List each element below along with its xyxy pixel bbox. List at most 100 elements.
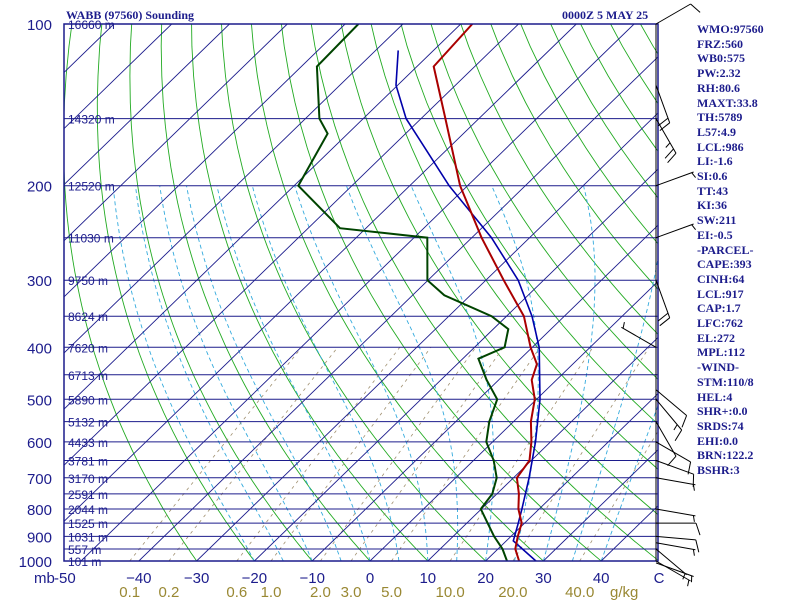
height-label: 5890 m <box>68 393 108 407</box>
isotherm <box>64 24 346 298</box>
index-item: EL:272 <box>697 330 736 345</box>
wind-barb-half-feather <box>665 142 671 148</box>
dry-adiabat <box>430 24 658 380</box>
wind-barb <box>655 280 671 318</box>
wind-barb-half-feather <box>622 321 625 329</box>
temperature-tick-label: 10 <box>419 570 436 587</box>
mixing-ratio-line <box>391 347 541 561</box>
wind-barb-feather <box>690 3 701 13</box>
height-label: 1031 m <box>68 530 108 544</box>
temperature-tick-label: 30 <box>535 570 552 587</box>
index-item: -WIND- <box>697 360 739 375</box>
temperature-tick-label: 0 <box>366 570 374 587</box>
wind-barb-half-feather <box>691 224 696 231</box>
index-item: LCL:917 <box>697 286 744 301</box>
index-item: FRZ:560 <box>697 36 743 51</box>
height-label: 16660 m <box>68 18 115 32</box>
moist-adiabat <box>294 185 429 561</box>
index-item: STM:110/8 <box>697 374 754 389</box>
pressure-label: 100 <box>27 17 52 34</box>
isotherm <box>427 336 658 561</box>
index-item: CAPE:393 <box>697 257 752 272</box>
sounding-time: 0000Z 5 MAY 25 <box>562 8 649 22</box>
isotherm <box>80 24 635 561</box>
pressure-label: 600 <box>27 435 52 452</box>
indices-panel: WMO:97560 FRZ:560 WB0:575 PW:2.32 RH:80.6 MAX… <box>697 22 800 478</box>
plot-frame <box>63 23 659 562</box>
height-label: 7620 m <box>68 341 108 355</box>
mixing-ratio-line <box>129 347 303 561</box>
index-item: TT:43 <box>697 183 729 198</box>
wind-barb-feather <box>695 539 700 553</box>
wind-barb <box>655 548 687 576</box>
dry-adiabat <box>280 24 602 561</box>
temperature-tick-label: C <box>654 570 665 587</box>
index-item: BSHR:3 <box>697 463 740 478</box>
isotherm <box>64 24 404 354</box>
moist-adiabat <box>410 185 495 561</box>
height-label: 6713 m <box>68 369 108 383</box>
mixing-ratio-label: 1.0 <box>261 584 282 600</box>
height-label: 1525 m <box>68 517 108 531</box>
height-label: 3170 m <box>68 472 108 486</box>
moist-adiabat <box>186 185 342 561</box>
background-lines <box>64 24 658 561</box>
mixing-ratio-line <box>350 347 504 561</box>
temperature-tick-label: −30 <box>184 570 209 587</box>
pressure-label: 800 <box>27 502 52 519</box>
wind-barb <box>655 421 677 457</box>
isotherm <box>485 392 658 561</box>
index-item: LFC:762 <box>697 316 743 331</box>
isotherm <box>543 449 658 561</box>
dry-adiabat <box>520 24 658 245</box>
mixing-ratio-label: 3.0 <box>341 584 362 600</box>
moist-adiabat <box>345 185 459 561</box>
height-label: 101 m <box>68 555 101 569</box>
index-item: CAP:1.7 <box>697 301 741 316</box>
wind-barb <box>655 3 691 25</box>
dry-adiabat <box>221 24 487 561</box>
pressure-label: 400 <box>27 340 52 357</box>
temperature-tick-label: −20 <box>242 570 267 587</box>
wind-barb <box>655 477 696 486</box>
index-item: TH:5789 <box>697 110 743 125</box>
height-label: 2044 m <box>68 503 108 517</box>
moist-adiabat <box>491 185 539 561</box>
dry-adiabat <box>460 24 658 335</box>
dry-adiabat <box>96 24 255 561</box>
isotherm <box>138 56 658 561</box>
index-item: LI:-1.6 <box>697 154 733 169</box>
wind-barb <box>655 535 696 541</box>
mixing-ratio-line <box>579 430 658 561</box>
isotherm <box>64 24 288 242</box>
height-label: 8624 m <box>68 310 108 324</box>
dry-adiabat <box>160 24 371 561</box>
mixing-ratio-unit: g/kg <box>610 584 638 600</box>
wind-barb <box>655 389 687 416</box>
index-item: PW:2.32 <box>697 66 741 81</box>
pressure-unit-label: mb <box>34 570 55 587</box>
wind-barb <box>655 118 677 154</box>
mixing-ratio-label: 5.0 <box>381 584 402 600</box>
wind-barb-feather <box>687 461 692 475</box>
mixing-ratio-line <box>512 347 650 561</box>
index-item: RH:80.6 <box>697 80 740 95</box>
index-item: MPL:112 <box>697 345 745 360</box>
wind-barb <box>655 542 696 551</box>
wind-barb-feather <box>659 317 671 327</box>
mixing-ratio-label: 40.0 <box>565 584 594 600</box>
index-item: WB0:575 <box>697 51 745 66</box>
height-label: 5132 m <box>68 416 108 430</box>
dry-adiabat <box>370 24 658 470</box>
mixing-ratio-label: 0.1 <box>119 584 140 600</box>
pressure-label: 500 <box>27 392 52 409</box>
profile-curves <box>297 24 541 561</box>
dry-adiabat <box>191 24 429 561</box>
wind-barb <box>655 223 694 239</box>
mixing-ratio-line <box>168 347 339 561</box>
wind-barb <box>655 398 683 431</box>
wind-barb-half-feather <box>692 549 695 556</box>
isotherm <box>311 224 658 561</box>
index-item: SRDS:74 <box>697 418 744 433</box>
mixing-ratio-label: 0.6 <box>226 584 247 600</box>
